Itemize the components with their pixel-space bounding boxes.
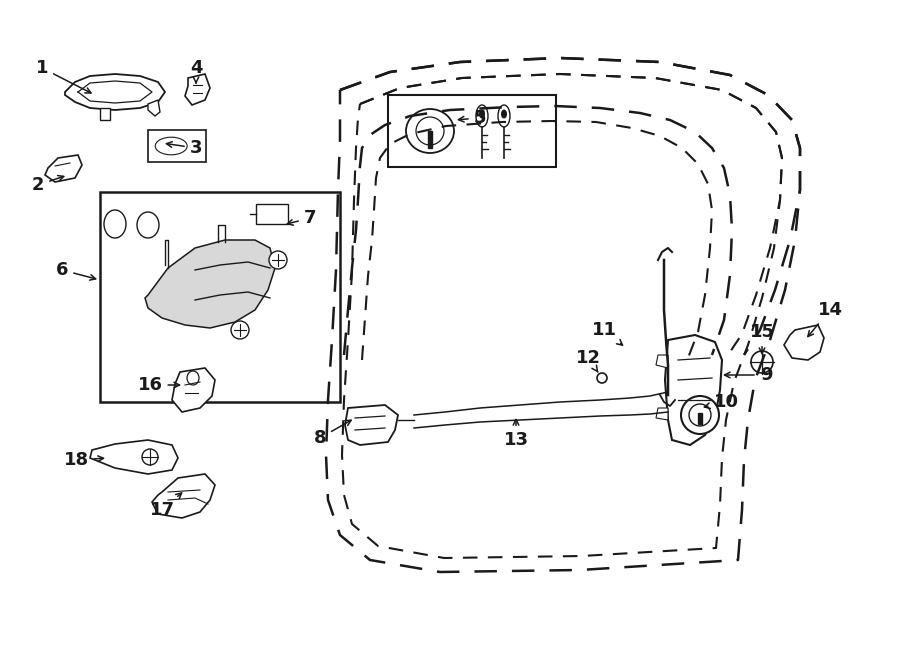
- Ellipse shape: [406, 109, 454, 153]
- Ellipse shape: [498, 105, 510, 127]
- Polygon shape: [172, 368, 215, 412]
- Polygon shape: [152, 474, 215, 518]
- Polygon shape: [100, 108, 110, 120]
- Text: 17: 17: [149, 493, 182, 519]
- Ellipse shape: [142, 449, 158, 465]
- Text: 4: 4: [190, 59, 203, 83]
- Text: 2: 2: [32, 175, 64, 194]
- Ellipse shape: [689, 404, 711, 426]
- Polygon shape: [148, 100, 160, 116]
- Text: 9: 9: [724, 366, 772, 384]
- Bar: [148, 130, 206, 162]
- Ellipse shape: [137, 212, 159, 238]
- Ellipse shape: [187, 371, 199, 385]
- Polygon shape: [256, 204, 288, 224]
- Text: 12: 12: [575, 349, 600, 372]
- Polygon shape: [145, 240, 275, 328]
- Ellipse shape: [231, 321, 249, 339]
- Polygon shape: [90, 440, 178, 474]
- Polygon shape: [656, 408, 668, 420]
- Polygon shape: [65, 74, 165, 110]
- Bar: [100, 192, 340, 402]
- Polygon shape: [698, 413, 702, 424]
- Polygon shape: [428, 131, 432, 148]
- Text: 14: 14: [808, 301, 842, 336]
- Polygon shape: [665, 335, 722, 445]
- Ellipse shape: [681, 396, 719, 434]
- Polygon shape: [656, 355, 668, 368]
- Text: 13: 13: [503, 420, 528, 449]
- Bar: [388, 95, 556, 167]
- Text: 5: 5: [458, 109, 486, 127]
- Ellipse shape: [751, 351, 773, 373]
- Polygon shape: [45, 155, 82, 182]
- Text: 16: 16: [138, 376, 179, 394]
- Text: 10: 10: [705, 393, 739, 411]
- Text: 6: 6: [56, 261, 95, 280]
- Ellipse shape: [476, 105, 488, 127]
- Polygon shape: [185, 74, 210, 105]
- Ellipse shape: [501, 110, 507, 118]
- Ellipse shape: [480, 110, 484, 118]
- Text: 1: 1: [36, 59, 91, 93]
- Text: 18: 18: [63, 451, 104, 469]
- Text: 3: 3: [166, 139, 202, 157]
- Ellipse shape: [104, 210, 126, 238]
- Ellipse shape: [155, 137, 187, 155]
- Polygon shape: [784, 325, 824, 360]
- Text: 11: 11: [591, 321, 623, 345]
- Text: 7: 7: [287, 209, 316, 227]
- Polygon shape: [345, 405, 398, 445]
- Ellipse shape: [597, 373, 607, 383]
- Text: 8: 8: [314, 420, 351, 447]
- Ellipse shape: [416, 117, 444, 145]
- Text: 15: 15: [750, 323, 775, 354]
- Ellipse shape: [269, 251, 287, 269]
